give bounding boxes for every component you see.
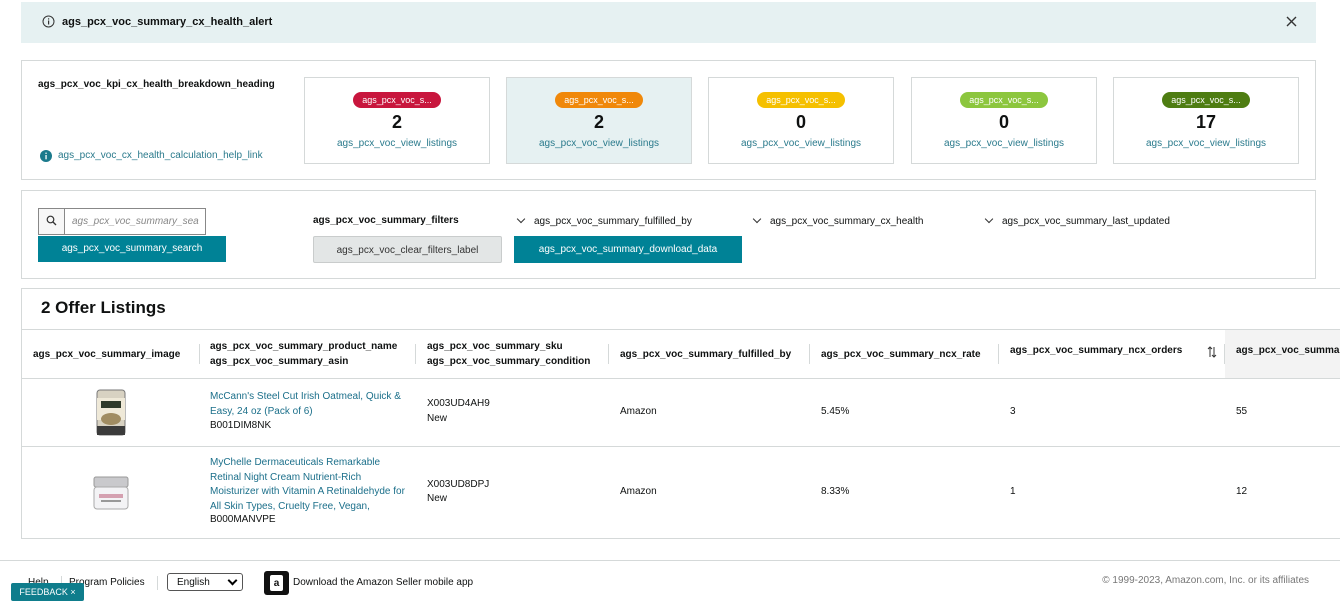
- column-header[interactable]: ags_pcx_voc_summary_asin: [210, 356, 349, 367]
- condition: New: [427, 493, 448, 504]
- column-header[interactable]: ags_pcx_voc_summary_ncx_rate: [821, 349, 981, 360]
- view-listings-link[interactable]: ags_pcx_voc_view_listings: [538, 138, 660, 149]
- status-badge: ags_pcx_voc_s...: [353, 92, 441, 108]
- kpi-card[interactable]: ags_pcx_voc_s... 2 ags_pcx_voc_view_list…: [506, 77, 692, 164]
- status-badge: ags_pcx_voc_s...: [757, 92, 845, 108]
- app-icon[interactable]: a: [264, 571, 289, 595]
- close-button[interactable]: [1286, 16, 1297, 27]
- ncx-orders: 1: [1010, 486, 1016, 497]
- column-separator: [608, 344, 609, 364]
- column-header[interactable]: ags_pcx_voc_summary_sku: [427, 341, 563, 352]
- cell-value: 55: [1236, 406, 1248, 417]
- product-image: [96, 389, 126, 436]
- divider: [22, 329, 1340, 330]
- product-name-link[interactable]: MyChelle Dermaceuticals Remarkable Retin…: [210, 457, 405, 512]
- language-select[interactable]: [167, 573, 243, 591]
- help-link[interactable]: ags_pcx_voc_cx_health_calculation_help_l…: [58, 150, 263, 161]
- listings-title: 2 Offer Listings: [41, 298, 166, 317]
- info-icon: [42, 15, 55, 28]
- status-badge: ags_pcx_voc_s...: [960, 92, 1048, 108]
- fulfilled-by: Amazon: [620, 486, 657, 497]
- column-header[interactable]: ags_pcx_voc_summary_condition: [427, 356, 591, 367]
- column-separator: [809, 344, 810, 364]
- view-listings-link[interactable]: ags_pcx_voc_view_listings: [740, 138, 862, 149]
- column-separator: [998, 344, 999, 364]
- column-separator: [1224, 344, 1225, 364]
- count: 2: [391, 112, 402, 132]
- kpi-card[interactable]: ags_pcx_voc_s... 0 ags_pcx_voc_view_list…: [911, 77, 1097, 164]
- column-header[interactable]: ags_pcx_voc_summary_fulfilled_by: [620, 349, 792, 360]
- dropdown[interactable]: ags_pcx_voc_summary_fulfilled_by: [534, 216, 692, 227]
- count: 0: [795, 112, 806, 132]
- product-name-link[interactable]: McCann's Steel Cut Irish Oatmeal, Quick …: [210, 391, 401, 417]
- header-cell-bg: [1225, 330, 1340, 378]
- sku: X003UD8DPJ: [427, 479, 490, 490]
- column-separator: [199, 344, 200, 364]
- filters-label: ags_pcx_voc_summary_filters: [313, 215, 459, 226]
- listings-panel: [21, 288, 1340, 539]
- ncx-rate: 8.33%: [821, 486, 850, 497]
- column-separator: [415, 344, 416, 364]
- asin: B001DIM8NK: [210, 420, 272, 431]
- view-listings-link[interactable]: ags_pcx_voc_view_listings: [1145, 138, 1267, 149]
- app-download-link[interactable]: Download the Amazon Seller mobile app: [293, 577, 474, 588]
- kpi-card[interactable]: ags_pcx_voc_s... 2 ags_pcx_voc_view_list…: [304, 77, 490, 164]
- kpi-heading: ags_pcx_voc_kpi_cx_health_breakdown_head…: [38, 79, 275, 90]
- alert-banner: [21, 2, 1316, 43]
- clear-filters-button[interactable]: ags_pcx_voc_clear_filters_label: [313, 236, 502, 263]
- download-button[interactable]: ags_pcx_voc_summary_download_data: [514, 236, 742, 263]
- product-image: [93, 476, 129, 510]
- column-header[interactable]: ags_pcx_voc_summary_ncx_orders: [1010, 345, 1183, 356]
- divider: [22, 446, 1340, 447]
- count: 0: [998, 112, 1009, 132]
- search-icon: [46, 215, 57, 226]
- kpi-panel: [21, 60, 1316, 180]
- dropdown[interactable]: ags_pcx_voc_summary_last_updated: [1002, 216, 1170, 227]
- count: 17: [1195, 112, 1217, 132]
- count: 2: [593, 112, 604, 132]
- policies-link[interactable]: Program Policies: [69, 577, 145, 588]
- cell-value: 12: [1236, 486, 1248, 497]
- copyright: © 1999-2023, Amazon.com, Inc. or its aff…: [1102, 575, 1309, 586]
- help-link[interactable]: Help: [28, 576, 49, 589]
- column-header[interactable]: ags_pcx_voc_summa: [1236, 345, 1340, 356]
- kpi-card[interactable]: ags_pcx_voc_s... 17 ags_pcx_voc_view_lis…: [1113, 77, 1299, 164]
- footer-divider: [0, 560, 1340, 561]
- kpi-card[interactable]: ags_pcx_voc_s... 0 ags_pcx_voc_view_list…: [708, 77, 894, 164]
- column-header: ags_pcx_voc_summary_image: [33, 349, 181, 360]
- ncx-orders: 3: [1010, 406, 1016, 417]
- dropdown[interactable]: ags_pcx_voc_summary_cx_health: [770, 216, 924, 227]
- view-listings-link[interactable]: ags_pcx_voc_view_listings: [336, 138, 458, 149]
- asin: B000MANVPE: [210, 514, 276, 525]
- status-badge: ags_pcx_voc_s...: [555, 92, 643, 108]
- search-button[interactable]: ags_pcx_voc_summary_search: [38, 236, 226, 262]
- divider: [22, 378, 1340, 379]
- help-icon: [40, 150, 52, 162]
- feedback-button[interactable]: FEEDBACK ×: [11, 583, 84, 601]
- sort-icon[interactable]: [1207, 346, 1217, 358]
- ncx-rate: 5.45%: [821, 406, 850, 417]
- column-header[interactable]: ags_pcx_voc_summary_product_name: [210, 341, 398, 352]
- alert-text: ags_pcx_voc_summary_cx_health_alert: [62, 16, 273, 28]
- footer-separator: [157, 576, 158, 590]
- search-icon-box: [38, 208, 65, 235]
- sku: X003UD4AH9: [427, 398, 490, 409]
- svg-text:a: a: [274, 578, 280, 589]
- fulfilled-by: Amazon: [620, 406, 657, 417]
- search-placeholder: ags_pcx_voc_summary_sea: [72, 216, 199, 227]
- view-listings-link[interactable]: ags_pcx_voc_view_listings: [943, 138, 1065, 149]
- filter-panel: [21, 190, 1316, 279]
- status-badge: ags_pcx_voc_s...: [1162, 92, 1250, 108]
- language-value: English: [177, 577, 210, 588]
- condition: New: [427, 413, 448, 424]
